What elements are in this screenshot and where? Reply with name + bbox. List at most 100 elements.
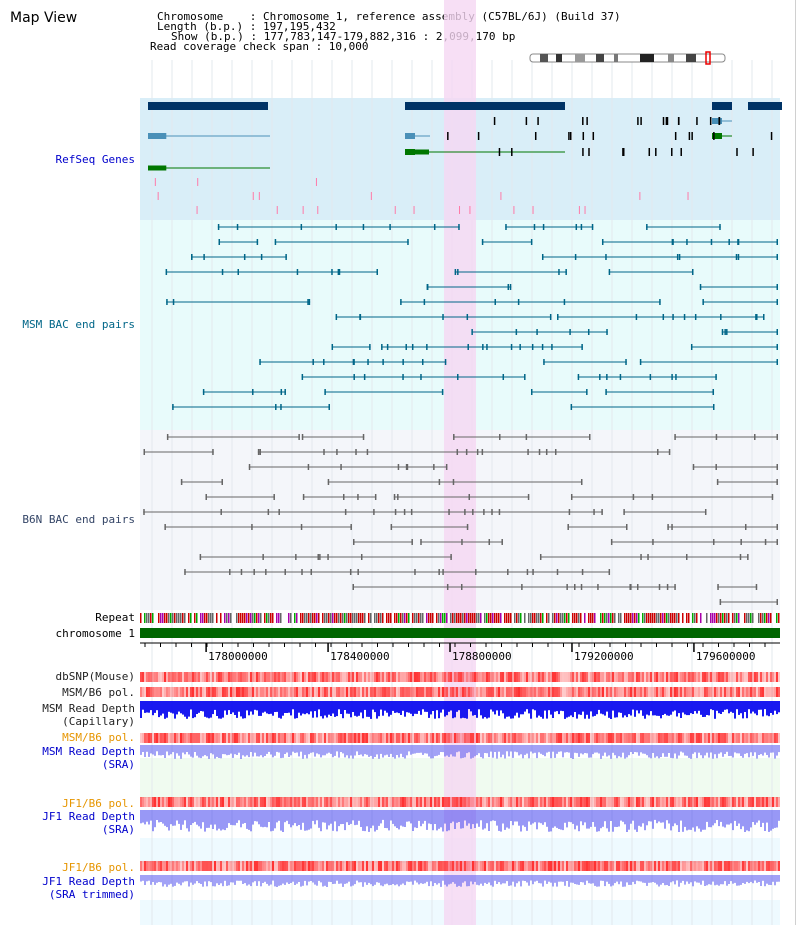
msm-depth-cap-bar [718, 701, 720, 714]
jf1-depth-sra-bar [464, 810, 466, 821]
jf1-b6-pol-strip [294, 797, 296, 807]
msm-b6-pol-strip [750, 687, 752, 697]
jf1-b6-pol-2-strip [368, 861, 370, 871]
jf1-b6-pol-strip [154, 797, 156, 807]
msm-depth-sra-bar [412, 745, 414, 754]
jf1-depth-trim-bar [670, 875, 672, 883]
jf1-depth-trim-bar [722, 875, 724, 885]
msm-bac-pair-end [301, 374, 304, 380]
jf1-b6-pol-2-strip [414, 861, 416, 871]
jf1-b6-pol-strip [506, 797, 508, 807]
jf1-depth-sra-bar [348, 810, 350, 825]
repeat-mark [640, 613, 642, 623]
msm-bac-pair-end [203, 254, 205, 260]
msm-depth-sra-bar [184, 745, 186, 755]
ideogram-band [614, 54, 618, 62]
msm-depth-sra-bar [662, 745, 664, 754]
jf1-depth-sra-bar [612, 810, 614, 832]
dbsnp-strip [216, 672, 218, 682]
jf1-depth-sra-bar [198, 810, 200, 827]
jf1-b6-pol-2-strip [696, 861, 698, 871]
msm-b6-pol-2-strip [420, 733, 422, 743]
dbsnp-strip [406, 672, 408, 682]
jf1-depth-trim-sub-label: (SRA trimmed) [48, 888, 135, 901]
msm-depth-sra-bar [548, 745, 550, 752]
repeat-mark [186, 613, 188, 623]
jf1-depth-trim-bar [390, 875, 392, 885]
msm-depth-sra-bar [208, 745, 210, 759]
msm-b6-pol-strip [658, 687, 660, 697]
b6n-bac-pair-end [666, 584, 669, 590]
jf1-depth-sra-bar [274, 810, 276, 829]
msm-b6-pol-strip [704, 687, 706, 697]
msm-b6-pol-2-strip [164, 733, 166, 743]
repeat-mark [664, 613, 666, 623]
gene-exon-tick [736, 148, 738, 156]
jf1-b6-pol-strip [524, 797, 526, 807]
repeat-mark [610, 613, 612, 623]
msm-b6-pol-strip [398, 687, 400, 697]
jf1-depth-sra-bar [632, 810, 634, 821]
jf1-b6-pol-2-strip [716, 861, 718, 871]
msm-bac-label[interactable]: MSM BAC end pairs [22, 318, 135, 331]
repeat-mark [214, 613, 216, 623]
b6n-bac-pair-end [776, 599, 778, 605]
b6n-bac-label[interactable]: B6N BAC end pairs [22, 513, 135, 526]
jf1-b6-pol-strip [198, 797, 200, 807]
dbsnp-strip [610, 672, 612, 682]
msm-bac-pair-end [735, 254, 738, 260]
jf1-depth-trim-bar [294, 875, 296, 885]
jf1-depth-trim-bar [500, 875, 502, 885]
msm-b6-pol-2-strip [276, 733, 278, 743]
repeat-mark [318, 613, 320, 623]
jf1-b6-pol-strip [290, 797, 292, 807]
jf1-b6-pol-2-strip [366, 861, 368, 871]
jf1-b6-pol-strip [688, 797, 690, 807]
jf1-b6-pol-2-strip [446, 861, 448, 871]
msm-b6-pol-strip [668, 687, 670, 697]
msm-b6-pol-strip [410, 687, 412, 697]
jf1-b6-pol-strip [716, 797, 718, 807]
msm-depth-sra-bar [310, 745, 312, 753]
dbsnp-strip [658, 672, 660, 682]
msm-depth-sra-bar [766, 745, 768, 755]
repeat-mark [224, 613, 226, 623]
jf1-b6-pol-2-strip [658, 861, 660, 871]
msm-b6-pol-2-strip [272, 733, 274, 743]
msm-depth-sra-bar [612, 745, 614, 753]
msm-depth-sra-bar [660, 745, 662, 757]
jf1-b6-pol-2-strip [238, 861, 240, 871]
dbsnp-strip [372, 672, 374, 682]
dbsnp-strip [578, 672, 580, 682]
msm-depth-cap-bar [692, 701, 694, 714]
jf1-depth-trim-bar [166, 875, 168, 887]
msm-b6-pol-2-strip [686, 733, 688, 743]
dbsnp-strip [288, 672, 290, 682]
jf1-depth-trim-bar [728, 875, 730, 884]
repeat-mark [496, 613, 498, 623]
jf1-depth-sra-bar [712, 810, 714, 826]
jf1-b6-pol-2-strip [642, 861, 644, 871]
jf1-depth-trim-bar [472, 875, 474, 885]
dbsnp-strip [772, 672, 774, 682]
msm-depth-cap-bar [686, 701, 688, 716]
jf1-depth-sra-bar [388, 810, 390, 831]
dbsnp-strip [344, 672, 346, 682]
repeat-mark [738, 613, 740, 623]
msm-b6-pol-strip [478, 687, 480, 697]
msm-b6-pol-2-strip [428, 733, 430, 743]
jf1-depth-trim-bar [470, 875, 472, 882]
msm-b6-pol-strip [142, 687, 144, 697]
msm-b6-pol-2-strip [478, 733, 480, 743]
repeat-mark [358, 613, 360, 623]
msm-depth-cap-bar [320, 701, 322, 717]
msm-depth-cap-bar [326, 701, 328, 718]
msm-depth-sra-bar [688, 745, 690, 758]
refseq-genes-label[interactable]: RefSeq Genes [55, 153, 135, 166]
msm-b6-pol-2-strip [638, 733, 640, 743]
jf1-b6-pol-strip [776, 797, 778, 807]
msm-depth-sra-bar [644, 745, 646, 754]
msm-depth-cap-bar [522, 701, 524, 715]
msm-depth-cap-bar [296, 701, 298, 719]
